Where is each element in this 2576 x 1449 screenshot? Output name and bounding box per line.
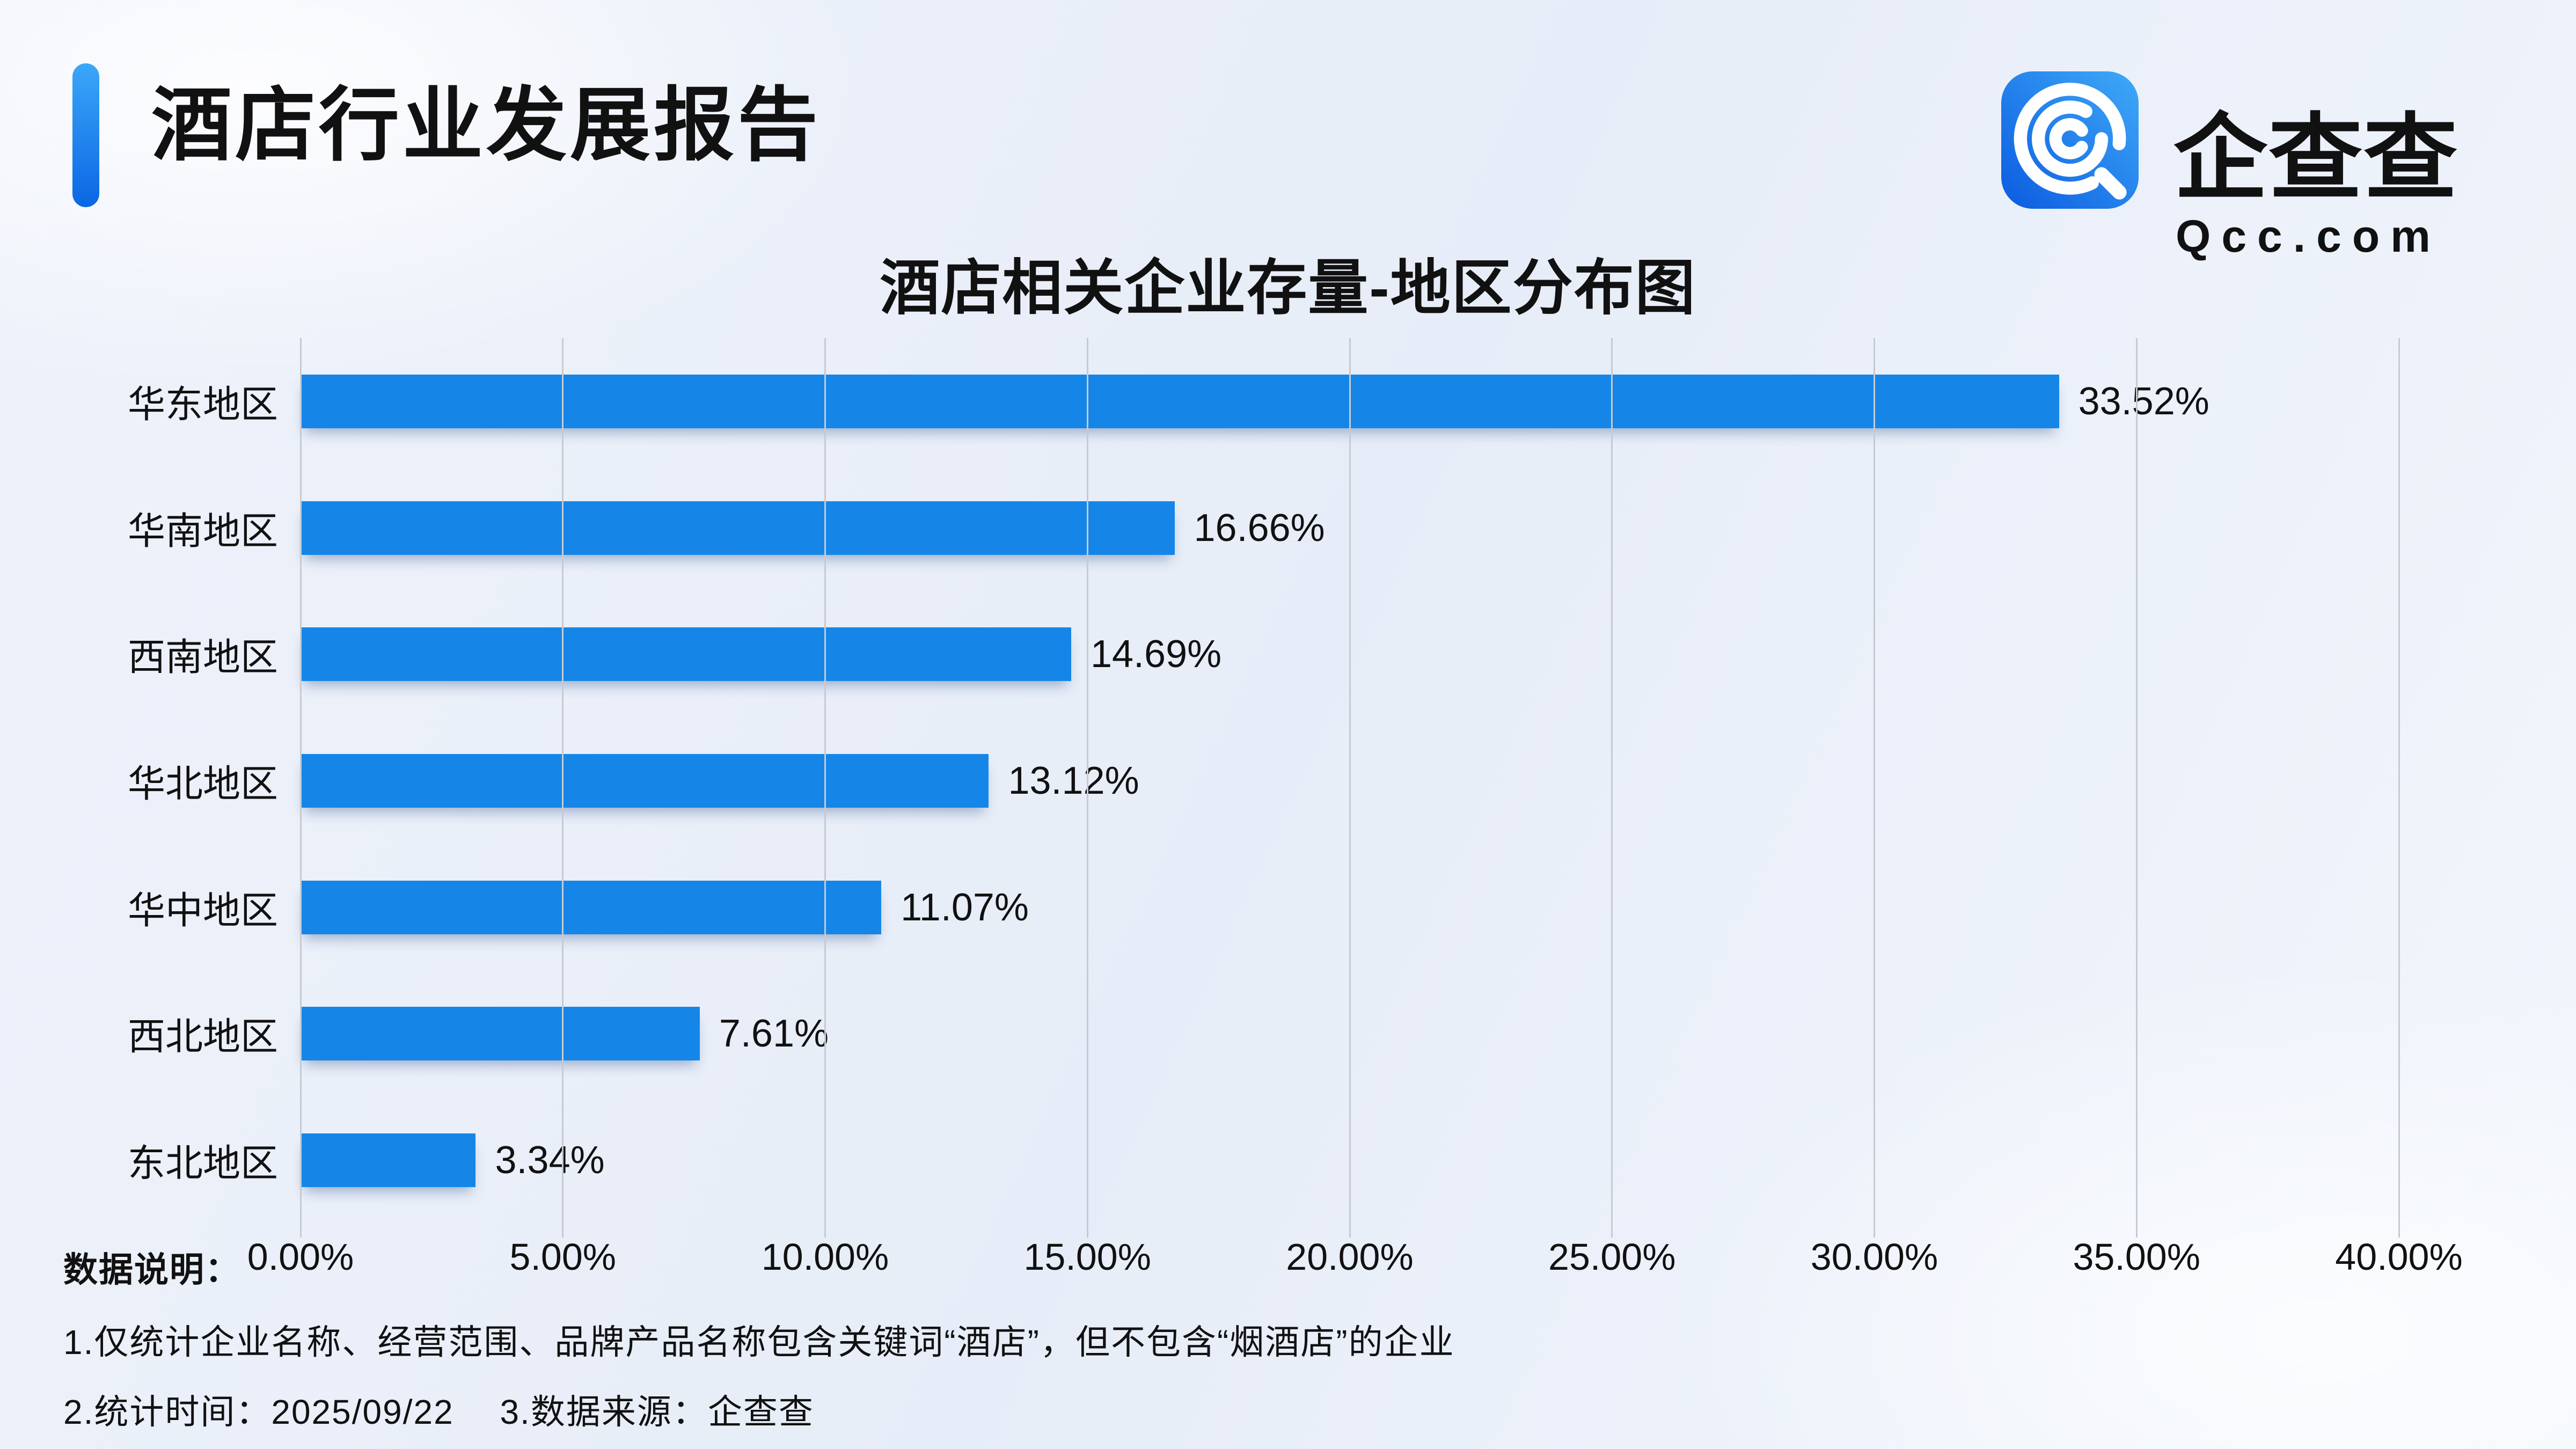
note-line-1: 1.仅统计企业名称、经营范围、品牌产品名称包含关键词“酒店”，但不包含“烟酒店”…	[63, 1323, 1455, 1362]
x-tick-label: 20.00%	[1286, 1236, 1414, 1278]
logo-brand-name: 企查查	[2174, 106, 2458, 211]
category-label: 华东地区	[128, 383, 278, 426]
page-title: 酒店行业发展报告	[151, 80, 822, 170]
value-label: 33.52%	[2078, 379, 2209, 423]
category-label: 西北地区	[128, 1015, 278, 1058]
chart-row: 东北地区 3.34%	[128, 1097, 2399, 1224]
value-label: 3.34%	[495, 1139, 605, 1182]
x-tick-label: 10.00%	[761, 1236, 889, 1278]
bar	[301, 1007, 700, 1061]
gridline	[299, 338, 302, 1238]
gridline	[1349, 338, 1351, 1238]
value-label: 7.61%	[719, 1012, 829, 1056]
gridline	[1611, 338, 1613, 1238]
bar-rows: 华东地区 33.52% 华南地区 16.66% 西南地区 14.69% 华北地区 13.12%…	[128, 338, 2399, 1224]
value-label: 13.12%	[1008, 759, 1139, 802]
chart-row: 华中地区 11.07%	[128, 844, 2399, 971]
value-label: 16.66%	[1194, 506, 1325, 550]
category-label: 东北地区	[128, 1142, 278, 1184]
bar	[301, 627, 1071, 682]
gridline	[2135, 338, 2138, 1238]
category-label: 西南地区	[128, 636, 278, 678]
x-axis: 0.00% 5.00% 10.00% 15.00% 20.00% 25.00% 30.00%…	[247, 1235, 2463, 1289]
gridline	[1086, 338, 1088, 1238]
x-tick-label: 30.00%	[1810, 1236, 1938, 1278]
gridline	[824, 338, 826, 1238]
gridline	[2398, 338, 2400, 1238]
bar	[301, 501, 1175, 555]
plot-area: 华东地区 33.52% 华南地区 16.66% 西南地区 14.69% 华北地区 13.12%…	[128, 338, 2400, 1238]
notes-label: 数据说明：	[63, 1250, 240, 1289]
gridline	[1874, 338, 1875, 1238]
chart-row: 华东地区 33.52%	[128, 338, 2399, 465]
bar	[301, 753, 989, 808]
x-tick-label: 15.00%	[1023, 1236, 1151, 1278]
value-label: 14.69%	[1090, 633, 1222, 676]
bar	[301, 880, 882, 934]
gridline	[562, 338, 564, 1238]
chart-row: 西南地区 14.69%	[128, 591, 2399, 718]
logo-domain-text: Qcc.com	[2176, 211, 2441, 261]
note-line-2: 2.统计时间：2025/09/22 3.数据来源：企查查	[63, 1393, 814, 1431]
x-tick-label: 35.00%	[2073, 1236, 2200, 1278]
value-label: 11.07%	[901, 885, 1029, 929]
title-accent-bar	[72, 63, 99, 207]
x-tick-label: 5.00%	[509, 1236, 616, 1278]
chart-row: 华南地区 16.66%	[128, 465, 2399, 591]
bar	[301, 374, 2059, 428]
chart-row: 华北地区 13.12%	[128, 718, 2399, 844]
category-label: 华南地区	[128, 510, 278, 552]
category-label: 华北地区	[128, 763, 278, 805]
chart-row: 西北地区 7.61%	[128, 971, 2399, 1097]
chart-title: 酒店相关企业存量-地区分布图	[880, 254, 1696, 321]
bar	[301, 1133, 476, 1188]
x-tick-label: 25.00%	[1548, 1236, 1676, 1278]
qcc-logo-icon	[2000, 71, 2140, 209]
x-tick-label: 40.00%	[2335, 1236, 2463, 1278]
x-tick-label: 0.00%	[247, 1236, 354, 1278]
category-label: 华中地区	[128, 889, 278, 932]
